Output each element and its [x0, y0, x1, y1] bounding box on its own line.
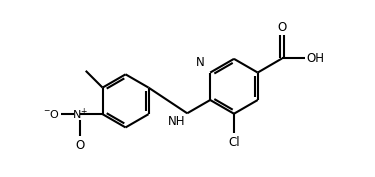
Text: O: O	[278, 21, 286, 34]
Text: OH: OH	[306, 52, 324, 65]
Text: NH: NH	[168, 115, 185, 128]
Text: Cl: Cl	[228, 136, 240, 149]
Text: N$^{+}$: N$^{+}$	[72, 107, 88, 122]
Text: $^{-}$O: $^{-}$O	[43, 108, 60, 120]
Text: O: O	[75, 138, 84, 152]
Text: N: N	[196, 56, 204, 69]
